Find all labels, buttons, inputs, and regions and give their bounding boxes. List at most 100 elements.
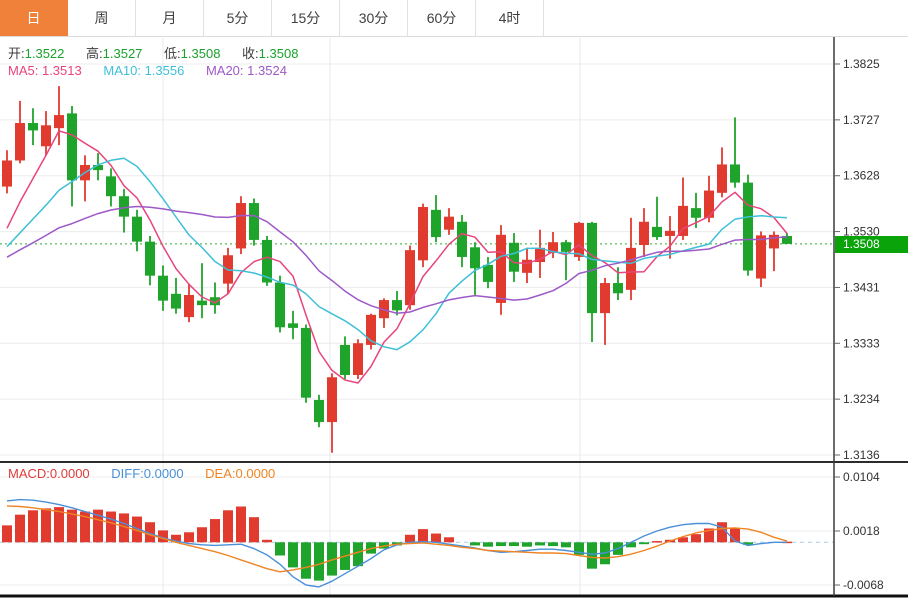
macd-bar	[678, 537, 688, 543]
tab-30min[interactable]: 30分	[340, 0, 408, 36]
candle-body	[41, 125, 51, 147]
macd-bar	[548, 542, 558, 547]
candle-body	[327, 377, 337, 423]
candle-body	[587, 222, 597, 314]
ma20-label: MA20:	[205, 63, 244, 78]
dea-value: 0.0000	[235, 466, 276, 481]
macd-bar	[249, 517, 259, 543]
candle-body	[665, 230, 675, 236]
macd-bar	[93, 509, 103, 543]
close-label: 收:	[242, 46, 259, 61]
macd-bar	[483, 542, 493, 547]
candle-body	[210, 297, 220, 306]
diff-value: 0.0000	[143, 466, 184, 481]
candle-body	[470, 247, 480, 269]
macd-bar	[28, 510, 38, 543]
candle-body	[119, 196, 129, 217]
macd-bar	[2, 525, 12, 543]
macd-bar	[431, 533, 441, 543]
candle-body	[626, 247, 636, 290]
macd-bar	[743, 542, 753, 545]
candle-body	[704, 190, 714, 218]
candle-body	[145, 241, 155, 276]
candle-body	[132, 216, 142, 242]
candle-body	[54, 115, 64, 129]
macd-axis-label: 0.0018	[843, 524, 880, 538]
candle-body	[782, 235, 792, 244]
candle-body	[418, 207, 428, 261]
candle-body	[262, 239, 272, 283]
candle-body	[340, 344, 350, 375]
price-axis-label: 1.3530	[843, 225, 880, 239]
candle-body	[275, 282, 285, 328]
macd-bar	[67, 509, 77, 543]
candle-body	[600, 283, 610, 314]
macd-bar	[418, 529, 428, 543]
macd-bar	[275, 542, 285, 556]
tab-5min[interactable]: 5分	[204, 0, 272, 36]
macd-bar	[535, 542, 545, 546]
macd-bar	[730, 528, 740, 543]
macd-bar	[262, 539, 272, 543]
candle-body	[405, 250, 415, 306]
macd-bar	[405, 534, 415, 543]
tab-monthly[interactable]: 月	[136, 0, 204, 36]
candle-body	[444, 216, 454, 230]
macd-bar	[574, 542, 584, 555]
tab-daily[interactable]: 日	[0, 0, 68, 36]
candle-body	[366, 314, 376, 345]
macd-bar	[301, 542, 311, 579]
candle-body	[548, 242, 558, 253]
price-axis-label: 1.3628	[843, 169, 880, 183]
macd-bar	[80, 511, 90, 543]
candle-body	[93, 165, 103, 171]
diff-label: DIFF:	[111, 466, 144, 481]
candle-body	[2, 160, 12, 187]
candle-body	[67, 113, 77, 181]
close-value: 1.3508	[258, 46, 299, 61]
macd-bar	[353, 542, 363, 567]
open-label: 开:	[8, 46, 25, 61]
candle-body	[197, 300, 207, 306]
last-price-badge: 1.3508	[835, 236, 908, 253]
candle-body	[314, 399, 324, 423]
macd-bar	[470, 542, 480, 546]
candle-body	[431, 209, 441, 238]
macd-bar	[106, 511, 116, 543]
tab-4hour[interactable]: 4时	[476, 0, 544, 36]
tab-weekly[interactable]: 周	[68, 0, 136, 36]
candle-body	[106, 176, 116, 197]
macd-legend: MACD:0.0000 DIFF:0.0000 DEA:0.0000	[8, 466, 293, 481]
candle-body	[574, 222, 584, 257]
candle-body	[652, 226, 662, 238]
ma10-label: MA10:	[103, 63, 141, 78]
macd-bar	[639, 542, 649, 545]
candle-body	[717, 164, 727, 193]
macd-bar	[314, 542, 324, 581]
candle-body	[678, 205, 688, 236]
candle-body	[496, 234, 506, 303]
high-label: 高:	[86, 46, 103, 61]
macd-bar	[288, 542, 298, 568]
macd-bar	[132, 516, 142, 543]
macd-bar	[15, 514, 25, 543]
price-axis-label: 1.3333	[843, 336, 880, 350]
ma-legend: MA5: 1.3513 MA10: 1.3556 MA20: 1.3524	[8, 63, 305, 78]
candle-body	[288, 323, 298, 328]
tab-15min[interactable]: 15分	[272, 0, 340, 36]
macd-bar	[197, 527, 207, 543]
ma5-label: MA5:	[8, 63, 39, 78]
macd-bar	[626, 542, 636, 548]
macd-bar	[652, 541, 662, 543]
high-value: 1.3527	[102, 46, 143, 61]
tab-60min[interactable]: 60分	[408, 0, 476, 36]
price-axis-label: 1.3234	[843, 392, 880, 406]
macd-axis-label: -0.0068	[843, 578, 884, 592]
ma20-value: 1.3524	[247, 63, 287, 78]
candle-body	[743, 182, 753, 271]
macd-bar	[54, 507, 64, 543]
ohlc-legend: 开:1.3522 高:1.3527 低:1.3508 收:1.3508	[8, 43, 316, 62]
macd-bar	[171, 534, 181, 543]
